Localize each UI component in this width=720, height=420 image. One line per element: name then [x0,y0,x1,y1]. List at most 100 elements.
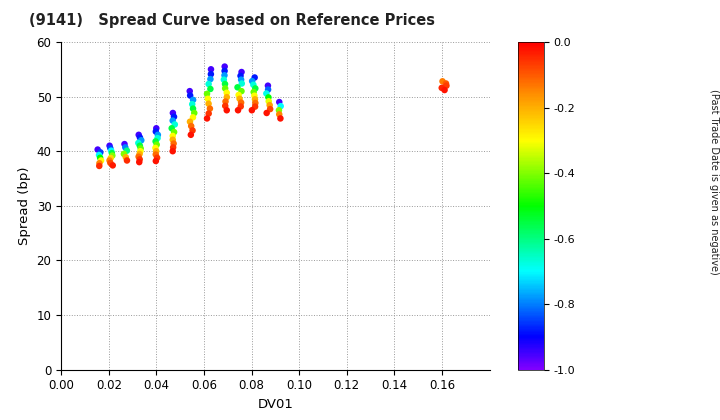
Point [264,106,276,113]
Point [219,72,230,79]
Point [221,94,233,100]
Point [204,76,216,82]
Point [219,68,230,74]
Point [250,85,261,92]
Point [249,96,261,103]
Point [121,147,132,154]
Point [120,154,132,160]
Text: (9141)   Spread Curve based on Reference Prices: (9141) Spread Curve based on Reference P… [29,13,435,28]
Point [133,159,145,165]
Point [133,131,145,138]
Point [134,156,145,163]
Point [167,136,179,143]
Point [233,92,244,98]
Point [184,88,196,94]
Point [202,95,214,102]
Point [135,145,146,152]
Point [168,140,179,147]
Point [107,162,119,169]
Point [203,81,215,87]
Point [236,80,248,87]
Point [250,100,261,106]
Point [150,158,161,164]
Point [121,157,132,164]
Point [273,107,284,113]
Point [168,113,180,120]
Point [262,86,274,93]
Point [186,123,197,129]
Point [204,105,216,112]
Point [189,110,200,116]
Point [107,152,118,159]
Point [184,118,196,125]
Point [275,103,287,110]
Point [106,150,117,157]
Point [104,160,116,166]
Point [221,107,233,113]
Point [235,68,247,76]
Point [150,128,161,135]
Point [94,155,106,161]
Point [95,157,107,164]
Point [440,80,451,87]
Point [248,81,259,88]
Point [248,89,259,95]
Point [150,148,162,155]
Point [105,155,117,161]
Point [274,99,285,105]
Point [135,137,147,144]
Point [94,160,105,167]
Point [150,138,161,145]
Point [274,115,286,122]
Point [263,94,274,101]
Point [135,148,146,155]
Point [150,151,161,158]
Point [134,150,145,157]
Point [261,90,272,97]
Point [186,101,198,108]
Point [133,153,145,160]
Point [152,135,163,142]
Point [166,125,177,131]
Point [437,78,449,85]
Text: Time in years between 11/1/2024 and Trade Date
(Past Trade Date is given as nega: Time in years between 11/1/2024 and Trad… [709,89,720,331]
Point [232,84,243,91]
Point [249,74,261,81]
Point [151,155,163,161]
Point [184,92,196,99]
Point [167,148,179,155]
Point [203,100,215,107]
Point [204,86,216,92]
Point [246,107,258,113]
Point [203,110,215,117]
Point [94,149,106,156]
Point [220,102,231,109]
Point [94,163,105,169]
Point [150,144,161,151]
Point [220,81,231,87]
Point [105,147,117,154]
Point [235,99,247,106]
Point [94,152,105,158]
Point [221,89,233,96]
Point [134,142,145,149]
Point [187,114,199,121]
Point [132,139,144,146]
Point [119,141,130,147]
Point [220,85,231,92]
Point [134,134,145,141]
Point [274,111,285,118]
Point [167,110,179,116]
Point [187,105,199,112]
Point [167,144,179,151]
Point [234,95,246,102]
Point [151,141,163,148]
Point [202,90,213,97]
Point [120,144,131,151]
Point [264,102,276,108]
Point [205,71,217,78]
Point [246,78,258,84]
Point [235,73,246,79]
Point [118,150,130,157]
Point [441,82,452,89]
